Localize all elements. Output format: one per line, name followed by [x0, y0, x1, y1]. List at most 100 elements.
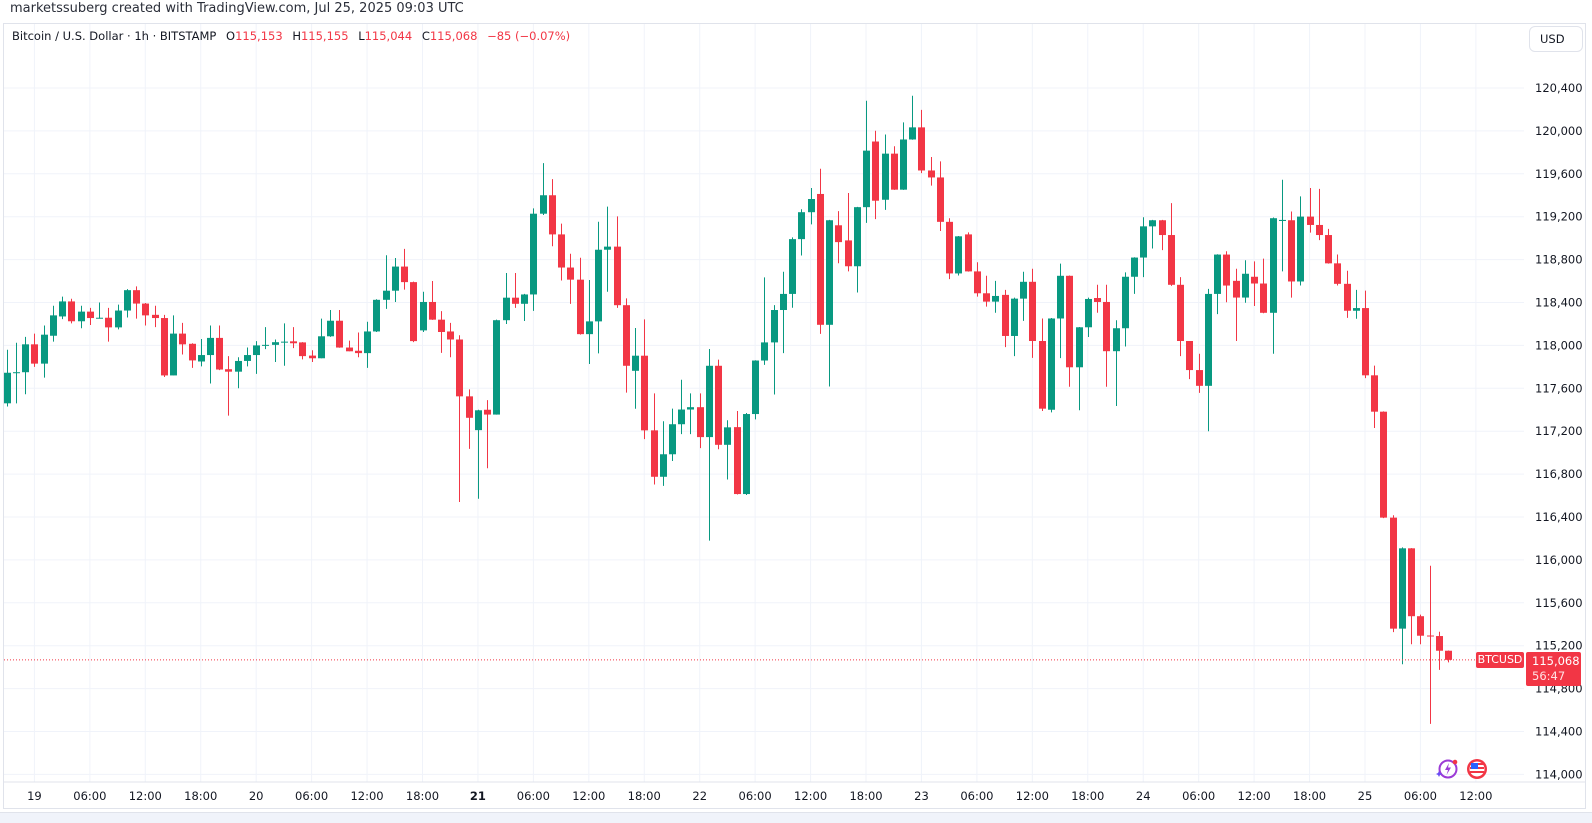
candle-down[interactable] — [1066, 275, 1073, 387]
candle-up[interactable] — [955, 236, 962, 276]
candle-down[interactable] — [401, 248, 408, 290]
candle-up[interactable] — [50, 305, 57, 342]
candle-down[interactable] — [623, 298, 630, 393]
candle-up[interactable] — [521, 293, 528, 321]
currency-button[interactable]: USD — [1529, 26, 1583, 52]
candle-up[interactable] — [808, 187, 815, 225]
candle-down[interactable] — [1436, 631, 1443, 670]
candle-down[interactable] — [216, 325, 223, 371]
candle-up[interactable] — [1279, 179, 1286, 272]
candle-down[interactable] — [1196, 353, 1203, 393]
candle-up[interactable] — [364, 321, 371, 368]
candle-up[interactable] — [1399, 547, 1406, 665]
candle-down[interactable] — [965, 232, 972, 272]
candle-down[interactable] — [346, 340, 353, 352]
candle-down[interactable] — [1002, 289, 1009, 348]
candle-down[interactable] — [68, 298, 75, 324]
candle-down[interactable] — [872, 130, 879, 220]
time-axis[interactable]: 19 06:00 12:00 18:00 20 06:00 12:00 18:00 21 06:0… — [27, 789, 1492, 803]
candle-down[interactable] — [1260, 258, 1267, 314]
candle-down[interactable] — [1223, 251, 1230, 303]
candle-up[interactable] — [540, 163, 547, 215]
candle-up[interactable] — [752, 360, 759, 420]
candle-down[interactable] — [1417, 614, 1424, 645]
candle-down[interactable] — [734, 411, 741, 495]
candle-down[interactable] — [1159, 219, 1166, 251]
candle-up[interactable] — [253, 341, 260, 374]
candle-up[interactable] — [882, 134, 889, 210]
candle-down[interactable] — [355, 332, 362, 358]
candle-down[interactable] — [817, 168, 824, 334]
candle-down[interactable] — [447, 322, 454, 358]
candle-up[interactable] — [244, 347, 251, 367]
candle-down[interactable] — [133, 286, 140, 319]
candle-down[interactable] — [974, 262, 981, 297]
candle-down[interactable] — [299, 342, 306, 360]
candle-down[interactable] — [189, 343, 196, 368]
candle-up[interactable] — [1011, 297, 1018, 357]
candle-up[interactable] — [632, 328, 639, 409]
candle-up[interactable] — [660, 421, 667, 486]
candle-up[interactable] — [124, 289, 131, 318]
candle-down[interactable] — [429, 281, 436, 320]
candle-up[interactable] — [272, 339, 279, 363]
candle-down[interactable] — [1288, 211, 1295, 298]
candle-up[interactable] — [687, 393, 694, 435]
candle-down[interactable] — [1316, 188, 1323, 241]
candle-up[interactable] — [909, 95, 916, 140]
candle-up[interactable] — [669, 408, 676, 462]
candle-up[interactable] — [318, 318, 325, 359]
candle-up[interactable] — [1131, 257, 1138, 294]
candle-up[interactable] — [1297, 196, 1304, 286]
candle-up[interactable] — [13, 342, 20, 404]
candle-down[interactable] — [1233, 268, 1240, 342]
candle-up[interactable] — [1149, 219, 1156, 249]
candle-up[interactable] — [96, 302, 103, 319]
candle-up[interactable] — [771, 305, 778, 395]
candle-up[interactable] — [854, 206, 861, 293]
candle-up[interactable] — [1242, 260, 1249, 303]
candle-up[interactable] — [170, 315, 177, 376]
candle-up[interactable] — [604, 206, 611, 292]
candle-down[interactable] — [1362, 290, 1369, 379]
candle-down[interactable] — [456, 335, 463, 502]
candle-up[interactable] — [503, 273, 510, 324]
candle-down[interactable] — [309, 350, 316, 363]
candle-up[interactable] — [706, 348, 713, 541]
candle-down[interactable] — [651, 393, 658, 485]
candle-down[interactable] — [1408, 548, 1415, 645]
candle-up[interactable] — [1076, 326, 1083, 411]
candle-up[interactable] — [392, 257, 399, 302]
candle-up[interactable] — [373, 299, 380, 332]
candle-up[interactable] — [59, 296, 66, 320]
candle-down[interactable] — [946, 218, 953, 280]
candle-up[interactable] — [22, 336, 29, 395]
candle-down[interactable] — [87, 307, 94, 326]
candle-up[interactable] — [327, 310, 334, 337]
candle-up[interactable] — [900, 122, 907, 190]
candle-up[interactable] — [1057, 263, 1064, 359]
lightning-icon[interactable] — [1436, 758, 1458, 780]
candle-up[interactable] — [761, 277, 768, 365]
candle-down[interactable] — [1177, 277, 1184, 357]
candle-down[interactable] — [1168, 203, 1175, 286]
candle-up[interactable] — [198, 338, 205, 367]
candle-down[interactable] — [558, 223, 565, 281]
candle-down[interactable] — [845, 192, 852, 272]
candle-up[interactable] — [1205, 288, 1212, 432]
candle-up[interactable] — [724, 420, 731, 480]
candle-up[interactable] — [383, 255, 390, 309]
candle-up[interactable] — [1122, 272, 1129, 347]
candle-down[interactable] — [1039, 318, 1046, 412]
candle-up[interactable] — [1113, 320, 1120, 406]
candle-up[interactable] — [475, 409, 482, 499]
candle-down[interactable] — [31, 333, 38, 367]
candle-down[interactable] — [438, 311, 445, 353]
candle-down[interactable] — [549, 179, 556, 247]
candle-up[interactable] — [1270, 217, 1277, 354]
symbol-description[interactable]: Bitcoin / U.S. Dollar · 1h · BITSTAMP — [12, 29, 217, 43]
candle-down[interactable] — [715, 359, 722, 450]
candle-up[interactable] — [281, 323, 288, 366]
candle-down[interactable] — [835, 211, 842, 264]
candle-down[interactable] — [152, 305, 159, 328]
